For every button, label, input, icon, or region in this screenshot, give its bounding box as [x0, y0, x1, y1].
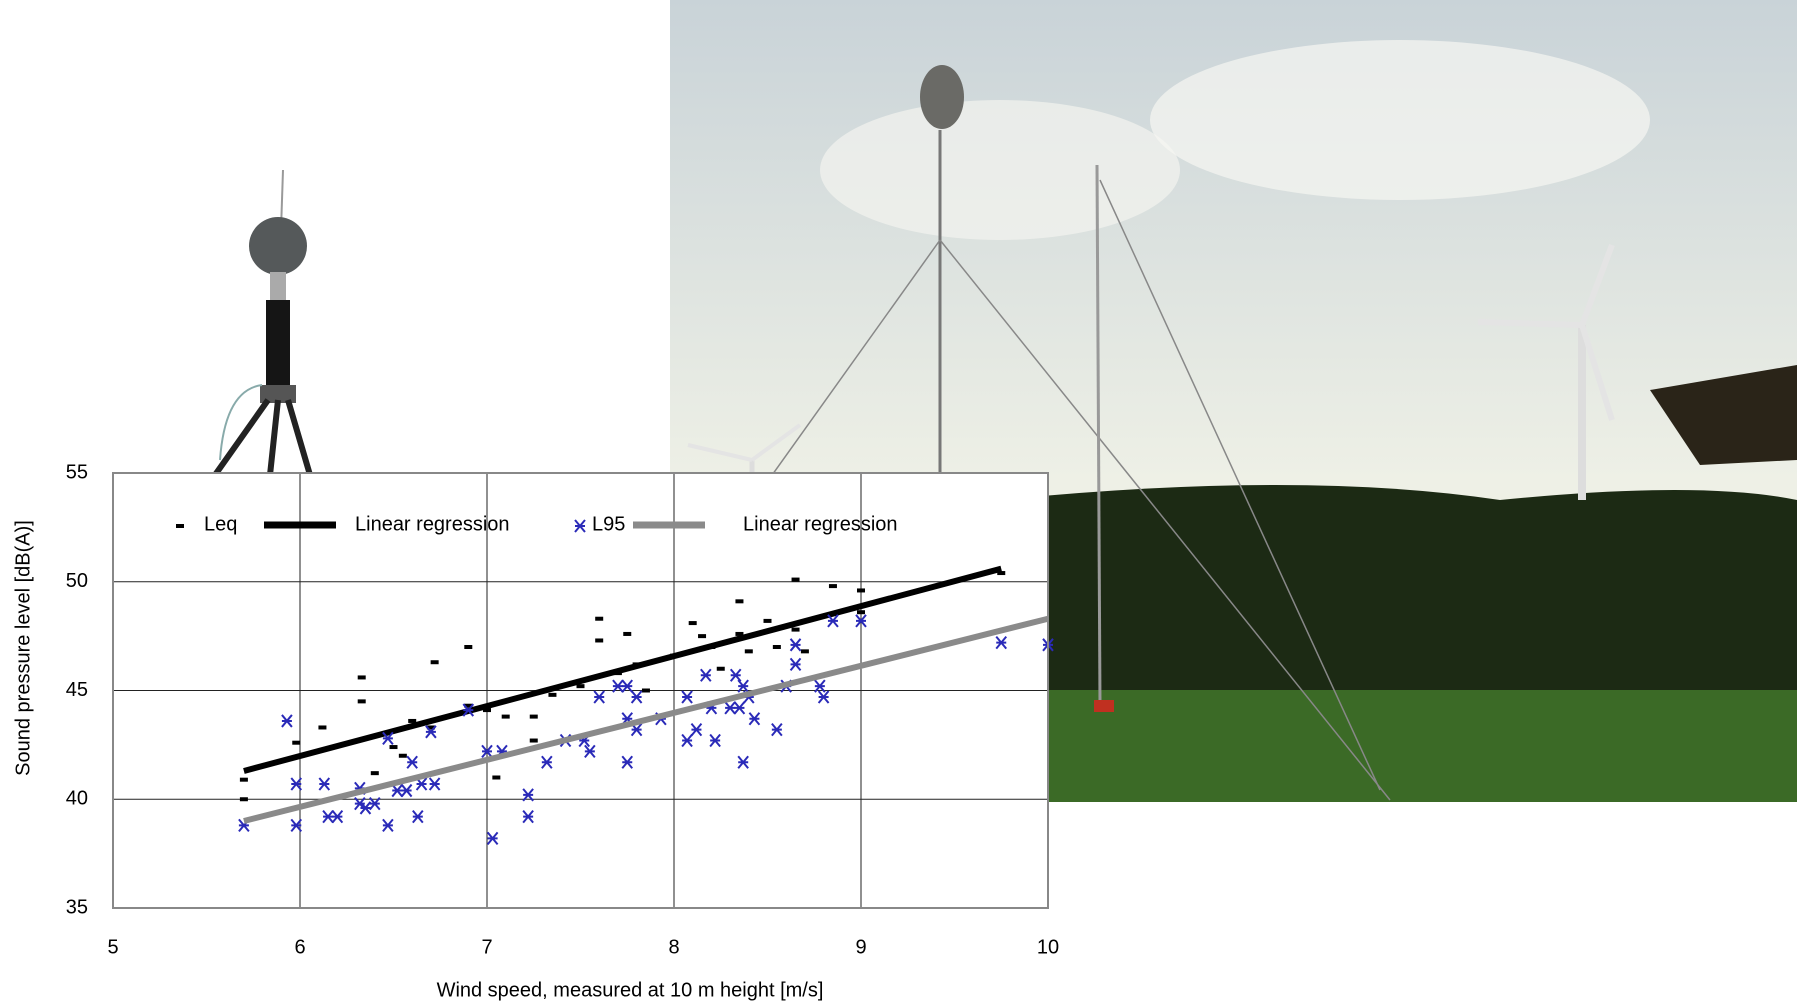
point — [857, 610, 865, 614]
point — [464, 645, 472, 649]
point — [642, 689, 650, 693]
x-tick-label: 5 — [107, 936, 118, 958]
y-axis-label: Sound pressure level [dB(A)] — [12, 520, 34, 776]
point — [548, 693, 556, 697]
point — [595, 617, 603, 621]
x-tick-label: 8 — [668, 936, 679, 958]
y-tick-label: 50 — [66, 570, 88, 592]
legend-marker — [176, 524, 184, 528]
x-tick-label: 6 — [294, 936, 305, 958]
point — [829, 584, 837, 588]
point — [371, 771, 379, 775]
point — [735, 599, 743, 603]
point — [595, 638, 603, 642]
microphone-photo — [215, 170, 310, 475]
point — [399, 754, 407, 758]
point — [792, 628, 800, 632]
y-tick-label: 40 — [66, 788, 88, 810]
y-tick-label: 45 — [66, 679, 88, 701]
point — [492, 776, 500, 780]
point — [857, 588, 865, 592]
point — [358, 699, 366, 703]
point — [318, 725, 326, 729]
y-tick-label: 55 — [66, 461, 88, 483]
page: Leq Linear regression L95 Linear regression… — [0, 0, 1797, 1008]
point — [240, 797, 248, 801]
point — [390, 745, 398, 749]
point — [292, 741, 300, 745]
point — [698, 634, 706, 638]
legend-label: Leq — [204, 513, 237, 535]
point — [530, 715, 538, 719]
legend-label: Linear regression — [355, 513, 510, 535]
point — [623, 632, 631, 636]
x-axis-label: Wind speed, measured at 10 m height [m/s… — [437, 979, 824, 1001]
point — [717, 667, 725, 671]
legend-label: Linear regression — [743, 513, 898, 535]
x-tick-label: 9 — [855, 936, 866, 958]
point — [530, 739, 538, 743]
legend-label: L95 — [592, 513, 625, 535]
point — [773, 645, 781, 649]
point — [502, 715, 510, 719]
x-tick-label: 10 — [1037, 936, 1059, 958]
point — [792, 578, 800, 582]
point — [240, 778, 248, 782]
point — [745, 649, 753, 653]
point — [358, 675, 366, 679]
y-tick-label: 35 — [66, 896, 88, 918]
point — [689, 621, 697, 625]
point — [801, 649, 809, 653]
point — [764, 619, 772, 623]
point — [431, 660, 439, 664]
x-tick-label: 7 — [481, 936, 492, 958]
